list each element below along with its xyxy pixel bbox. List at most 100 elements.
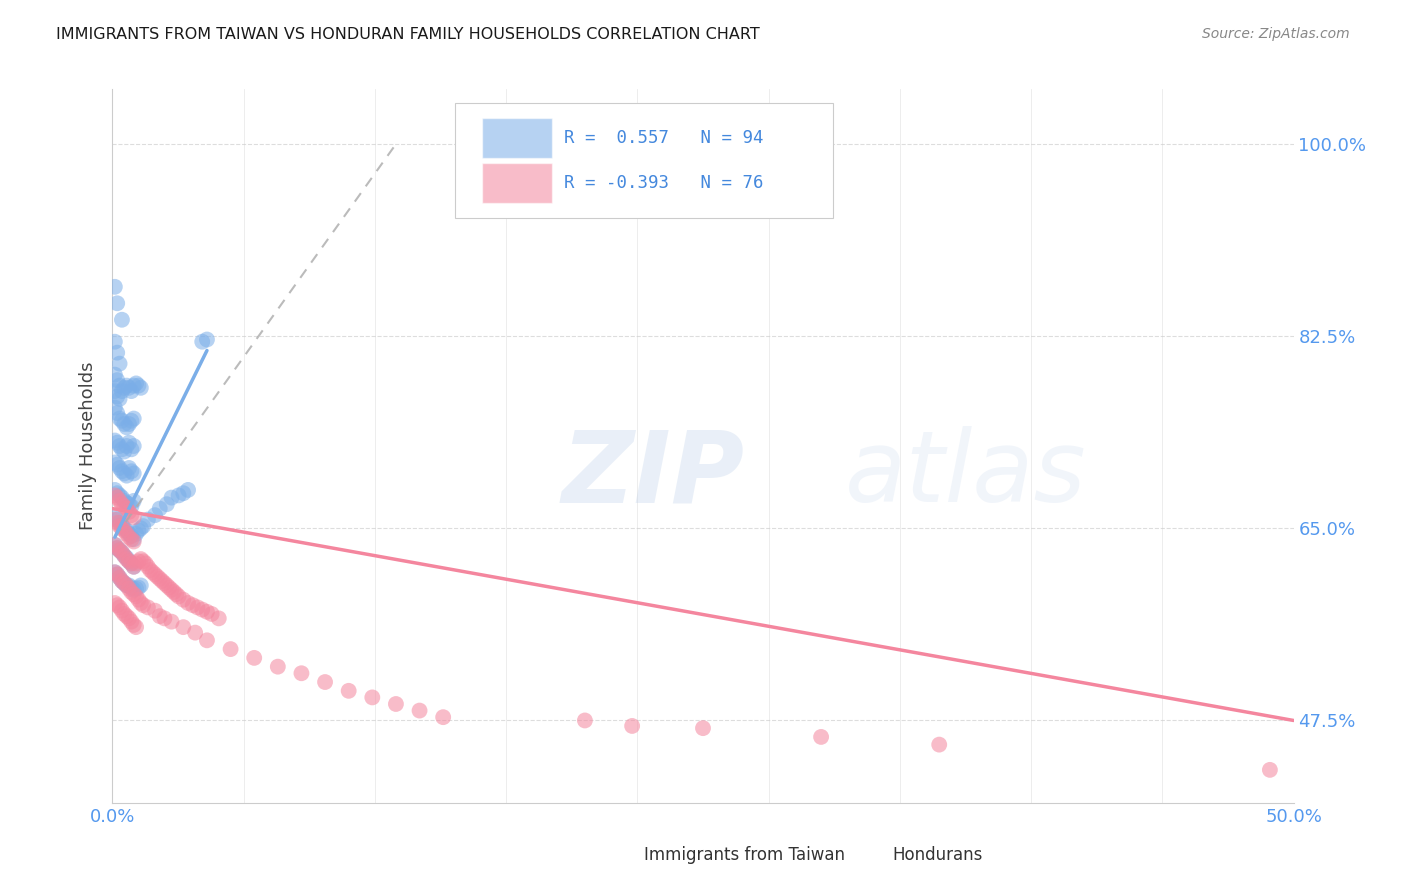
Point [108,392,131,406]
Text: Hondurans: Hondurans [891,846,983,863]
Point [108,571,131,585]
FancyBboxPatch shape [456,103,832,218]
Point [111,545,134,559]
Point [361,690,384,705]
Point [125,526,148,541]
Point [160,582,183,597]
Point [139,563,162,577]
Point [104,401,127,415]
Point [149,572,172,586]
Point [105,390,128,404]
Point [195,333,218,347]
Point [160,491,183,505]
Point [127,592,149,607]
Point [122,510,145,524]
Point [118,526,141,541]
Point [153,576,176,591]
Point [129,552,152,566]
Point [143,604,166,618]
Point [108,411,131,425]
Point [127,581,149,595]
Point [111,442,134,457]
Point [111,521,134,535]
Point [105,296,128,310]
Point [118,554,141,568]
Point [146,569,169,583]
Point [574,714,596,728]
Point [112,549,135,563]
Point [108,439,131,453]
Point [267,659,290,673]
Point [191,334,214,349]
Point [111,491,134,505]
Text: R =  0.557   N = 94: R = 0.557 N = 94 [564,128,763,146]
Point [108,519,131,533]
Point [115,468,138,483]
Point [122,494,145,508]
Point [111,545,134,559]
FancyBboxPatch shape [482,163,551,203]
Point [122,378,145,392]
Point [112,607,135,621]
Point [104,334,127,349]
Point [122,559,145,574]
Point [118,417,141,431]
Point [120,581,142,595]
Point [122,534,145,549]
Point [115,496,138,510]
Point [122,587,145,601]
Point [105,512,128,526]
Point [104,488,127,502]
Point [184,625,207,640]
Point [112,521,135,535]
Point [112,467,135,481]
Point [120,464,142,478]
Point [120,615,142,629]
Point [129,521,152,535]
Point [104,483,127,497]
Point [104,538,127,552]
Point [177,483,200,497]
Point [118,497,141,511]
Y-axis label: Family Households: Family Households [79,362,97,530]
Point [105,491,128,505]
Point [120,533,142,547]
Point [172,620,194,634]
FancyBboxPatch shape [582,840,634,871]
Point [104,434,127,448]
Point [111,312,134,326]
Point [1258,763,1281,777]
Point [120,529,142,543]
Point [127,378,149,392]
Point [115,578,138,592]
Point [129,596,152,610]
Point [104,566,127,580]
Point [111,604,134,618]
Point [105,458,128,472]
Point [118,554,141,568]
Point [408,704,430,718]
Point [201,607,224,621]
Point [108,357,131,371]
Point [127,524,149,538]
Point [156,497,179,511]
Point [104,280,127,294]
Point [621,719,644,733]
Point [122,439,145,453]
Point [108,571,131,585]
Point [314,675,336,690]
Point [105,567,128,582]
Point [125,557,148,571]
Point [243,651,266,665]
Point [167,590,190,604]
Point [105,435,128,450]
Point [156,578,179,592]
Point [108,543,131,558]
Point [111,384,134,398]
Point [136,512,159,526]
Point [191,602,214,616]
Point [108,494,131,508]
Point [149,609,172,624]
Point [112,576,135,591]
Point [165,587,187,601]
